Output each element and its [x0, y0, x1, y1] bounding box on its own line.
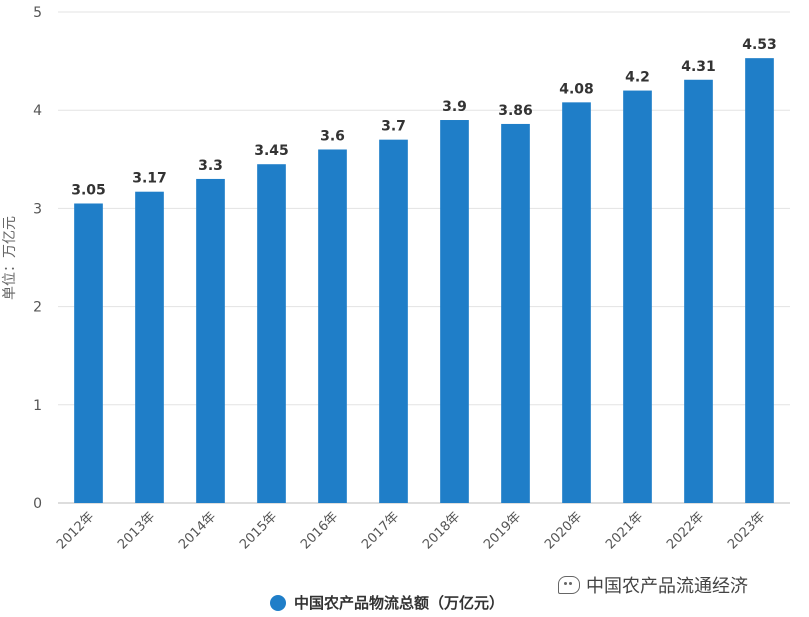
- data-label: 3.3: [198, 158, 223, 174]
- data-label: 4.2: [625, 70, 650, 86]
- data-label: 3.7: [381, 119, 406, 135]
- x-tick-label: 2020年: [542, 509, 585, 552]
- bars: [74, 58, 774, 504]
- legend-label: 中国农产品物流总额（万亿元）: [294, 594, 505, 612]
- y-tick-labels: 0 1 2 3 4 5: [33, 5, 42, 512]
- bar: [745, 58, 774, 504]
- x-tick-label: 2012年: [54, 509, 97, 552]
- data-label: 3.86: [498, 103, 533, 119]
- watermark-text: 中国农产品流通经济: [586, 576, 748, 597]
- x-tick-labels: 2012年 2013年 2014年 2015年 2016年 2017年 2018年 2019年…: [54, 509, 768, 552]
- bar: [501, 123, 530, 503]
- y-tick-label: 5: [33, 5, 42, 21]
- bar: [196, 178, 225, 503]
- x-tick-label: 2023年: [725, 509, 768, 552]
- bar: [135, 191, 164, 503]
- y-tick-label: 2: [33, 300, 42, 316]
- y-tick-label: 1: [33, 398, 42, 414]
- data-label: 3.6: [320, 128, 345, 144]
- bar: [623, 90, 652, 503]
- legend-marker: [270, 594, 286, 611]
- x-tick-label: 2021年: [603, 509, 646, 552]
- x-tick-label: 2019年: [481, 509, 524, 552]
- y-tick-label: 0: [33, 496, 42, 512]
- data-label: 4.31: [681, 59, 716, 75]
- wechat-icon: [558, 576, 580, 594]
- y-axis-label: 单位：万亿元: [2, 216, 18, 300]
- x-tick-label: 2015年: [237, 509, 280, 552]
- bar: [562, 102, 591, 504]
- bar: [74, 203, 103, 504]
- legend: 中国农产品物流总额（万亿元）: [270, 592, 504, 613]
- watermark: 中国农产品流通经济: [558, 572, 748, 598]
- x-tick-label: 2013年: [115, 509, 158, 552]
- data-label: 3.17: [132, 171, 167, 187]
- bar: [684, 79, 713, 504]
- y-tick-label: 4: [33, 103, 42, 119]
- x-tick-label: 2022年: [664, 509, 707, 552]
- bar: [379, 139, 408, 503]
- bar: [440, 120, 469, 504]
- y-tick-label: 3: [33, 201, 42, 217]
- data-labels: 3.05 3.17 3.3 3.45 3.6 3.7 3.9 3.86 4.08 4.2 4.31 4…: [71, 37, 777, 198]
- data-label: 4.53: [742, 37, 777, 53]
- data-label: 4.08: [559, 81, 594, 97]
- grid-lines: [58, 11, 790, 504]
- x-tick-label: 2016年: [298, 509, 341, 552]
- data-label: 3.45: [254, 143, 289, 159]
- x-tick-label: 2018年: [420, 509, 463, 552]
- data-label: 3.05: [71, 182, 106, 198]
- bar: [318, 149, 347, 504]
- data-label: 3.9: [442, 99, 467, 115]
- x-tick-label: 2014年: [176, 509, 219, 552]
- x-tick-label: 2017年: [359, 509, 402, 552]
- bar: [257, 164, 286, 503]
